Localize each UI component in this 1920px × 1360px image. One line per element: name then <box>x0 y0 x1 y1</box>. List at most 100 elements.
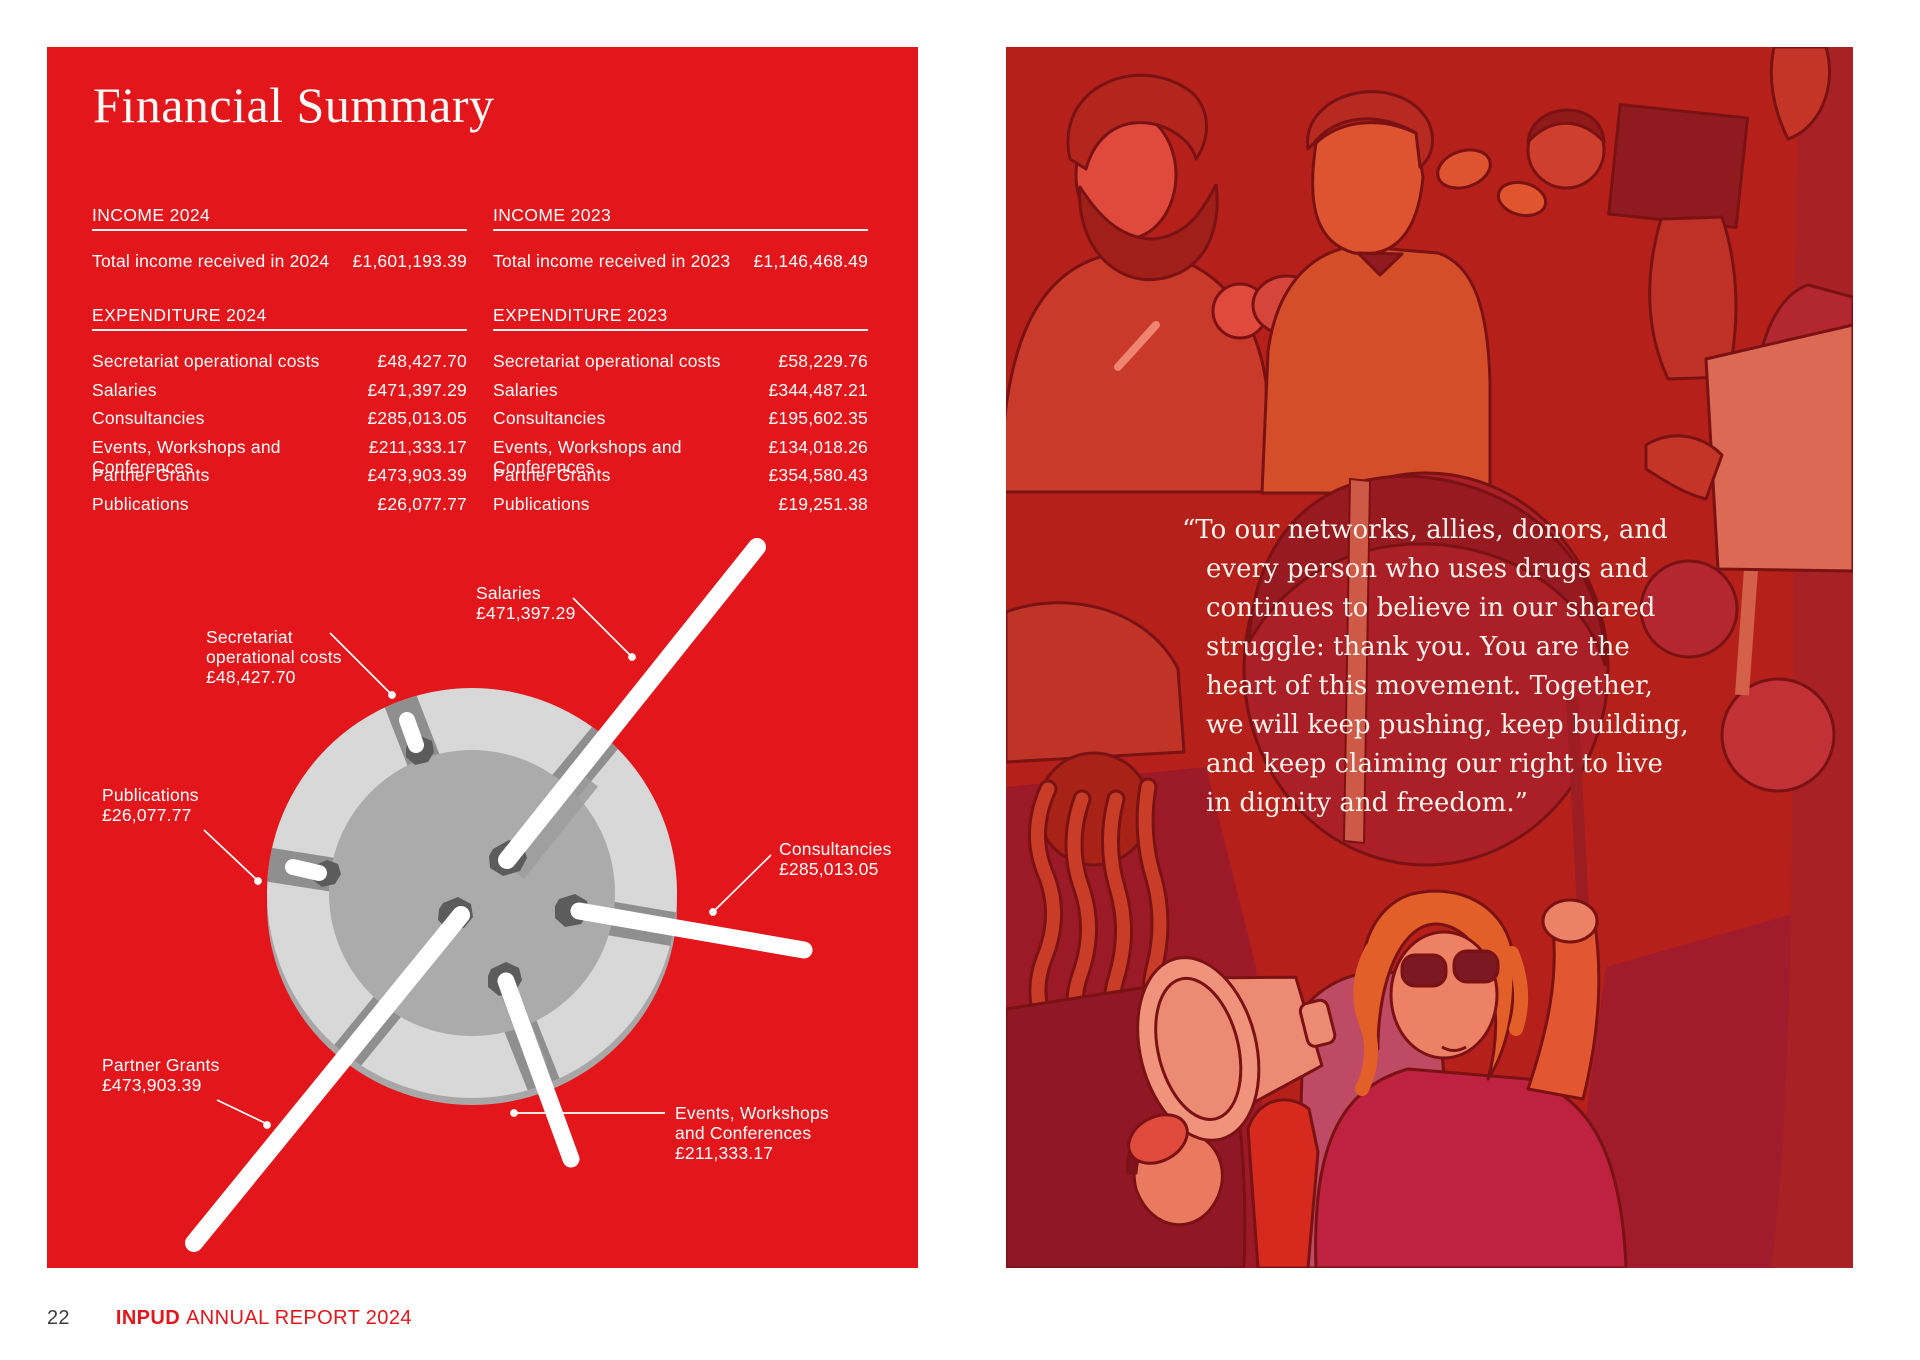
expenditure-2023-table: EXPENDITURE 2023 Secretariat operational… <box>493 305 868 522</box>
table-row: Publications £19,251.38 <box>493 494 868 523</box>
callout-consultancies: Consultancies £285,013.05 <box>779 839 892 879</box>
callout-line: operational costs <box>206 647 342 667</box>
bearded-man <box>1006 73 1323 494</box>
quote-line: and keep claiming our right to live <box>1206 749 1663 779</box>
row-label: Total income received in 2024 <box>92 251 330 271</box>
row-label: Salaries <box>493 379 558 400</box>
table-row: Events, Workshops and Conferences £211,3… <box>92 436 467 477</box>
row-value: £354,580.43 <box>768 465 868 485</box>
ashtray-expenditure-chart <box>185 538 813 1252</box>
callout-line: £26,077.77 <box>102 805 192 825</box>
table-row: Total income received in 2023 £1,146,468… <box>493 251 868 280</box>
callout-line: £211,333.17 <box>675 1143 774 1163</box>
income-2024-table: INCOME 2024 Total income received in 202… <box>92 205 467 280</box>
quote-line: in dignity and freedom.” <box>1206 788 1528 818</box>
quote-line: every person who uses drugs and <box>1206 554 1649 584</box>
table-row: Salaries £471,397.29 <box>92 380 467 409</box>
row-value: £134,018.26 <box>768 436 868 457</box>
callout-partner-grants: Partner Grants £473,903.39 <box>102 1055 220 1095</box>
expenditure-2023-heading: EXPENDITURE 2023 <box>493 305 868 331</box>
callout-salaries: Salaries £471,397.29 <box>476 583 576 623</box>
callout-line: Publications <box>102 785 199 805</box>
table-row: Partner Grants £473,903.39 <box>92 465 467 494</box>
page-number: 22 <box>47 1307 70 1329</box>
table-row: Total income received in 2024 £1,601,193… <box>92 251 467 280</box>
sunglasses-icon <box>1400 953 1448 988</box>
placard-sign <box>1644 323 1853 696</box>
placard-box <box>1607 103 1750 229</box>
thank-you-quote: “To our networks, allies, donors, and ev… <box>1182 511 1746 823</box>
row-value: £195,602.35 <box>768 408 868 428</box>
row-label: Publications <box>493 493 590 514</box>
financial-summary-page: Financial Summary INCOME 2024 Total inco… <box>47 47 918 1268</box>
callout-line: £285,013.05 <box>779 859 879 879</box>
cigarettes <box>185 538 813 1252</box>
brand-name: INPUD <box>115 1307 181 1329</box>
table-row: Secretariat operational costs £48,427.70 <box>92 351 467 380</box>
callout-line: £48,427.70 <box>206 667 296 687</box>
row-label: Secretariat operational costs <box>493 351 721 371</box>
report-title-text: ANNUAL REPORT 2024 <box>186 1307 412 1329</box>
row-value: £19,251.38 <box>778 493 868 514</box>
quote-line: “To our networks, allies, donors, and <box>1182 515 1668 545</box>
row-value: £1,146,468.49 <box>753 251 868 271</box>
page-footer: 22 INPUD ANNUAL REPORT 2024 <box>47 1306 412 1330</box>
income-2023-heading: INCOME 2023 <box>493 205 868 231</box>
crowd-illustration <box>1006 47 1853 1268</box>
quote-line: we will keep pushing, keep building, <box>1206 710 1689 740</box>
table-row: Secretariat operational costs £58,229.76 <box>493 351 868 380</box>
pen-icon <box>1114 321 1160 371</box>
row-value: £58,229.76 <box>778 351 868 371</box>
row-label: Events, Workshops and Conferences <box>493 436 682 477</box>
megaphone-icon <box>1127 956 1337 1268</box>
quote-illustration-page: “To our networks, allies, donors, and ev… <box>1006 47 1853 1268</box>
table-row: Consultancies £195,602.35 <box>493 408 868 437</box>
cap-man <box>1260 90 1492 495</box>
page-title: Financial Summary <box>93 77 495 133</box>
row-value: £211,333.17 <box>368 436 467 457</box>
row-label: Consultancies <box>92 408 205 428</box>
row-value: £1,601,193.39 <box>352 251 467 271</box>
callout-line: Consultancies <box>779 839 892 859</box>
row-value: £344,487.21 <box>768 379 868 400</box>
row-label: Total income received in 2023 <box>493 251 731 271</box>
row-label: Secretariat operational costs <box>92 351 320 371</box>
callout-line: Secretariat <box>206 627 293 647</box>
ashtray-illustration <box>185 538 813 1252</box>
row-label: Events, Workshops and Conferences <box>92 436 281 477</box>
row-value: £48,427.70 <box>377 351 467 371</box>
row-value: £471,397.29 <box>367 379 467 400</box>
income-2024-heading: INCOME 2024 <box>92 205 467 231</box>
callout-publications: Publications £26,077.77 <box>102 785 199 825</box>
expenditure-2024-table: EXPENDITURE 2024 Secretariat operational… <box>92 305 467 522</box>
callout-line: and Conferences <box>675 1123 812 1143</box>
callout-line: Partner Grants <box>102 1055 220 1075</box>
row-label: Partner Grants <box>92 465 210 485</box>
table-row: Publications £26,077.77 <box>92 494 467 523</box>
table-row: Partner Grants £354,580.43 <box>493 465 868 494</box>
quote-line: heart of this movement. Together, <box>1206 671 1654 701</box>
row-value: £26,077.77 <box>377 493 467 514</box>
row-value: £473,903.39 <box>367 465 467 485</box>
row-value: £285,013.05 <box>367 408 467 428</box>
row-label: Partner Grants <box>493 465 611 485</box>
callout-line: Events, Workshops <box>675 1103 829 1123</box>
table-row: Salaries £344,487.21 <box>493 380 868 409</box>
expenditure-2024-heading: EXPENDITURE 2024 <box>92 305 467 331</box>
callout-events: Events, Workshops and Conferences £211,3… <box>675 1103 829 1163</box>
row-label: Consultancies <box>493 408 606 428</box>
callout-line: £471,397.29 <box>476 603 576 623</box>
row-label: Publications <box>92 493 189 514</box>
income-2023-table: INCOME 2023 Total income received in 202… <box>493 205 868 280</box>
callout-leader-lines <box>203 597 772 1129</box>
central-figure <box>1242 471 1610 867</box>
row-label: Salaries <box>92 379 157 400</box>
quote-line: struggle: thank you. You are the <box>1206 632 1630 662</box>
sunglasses-person <box>1314 696 1628 1268</box>
callout-line: Salaries <box>476 583 541 603</box>
quote-line: continues to believe in our shared <box>1206 593 1656 623</box>
callout-line: £473,903.39 <box>102 1075 202 1095</box>
table-row: Events, Workshops and Conferences £134,0… <box>493 436 868 477</box>
table-row: Consultancies £285,013.05 <box>92 408 467 437</box>
